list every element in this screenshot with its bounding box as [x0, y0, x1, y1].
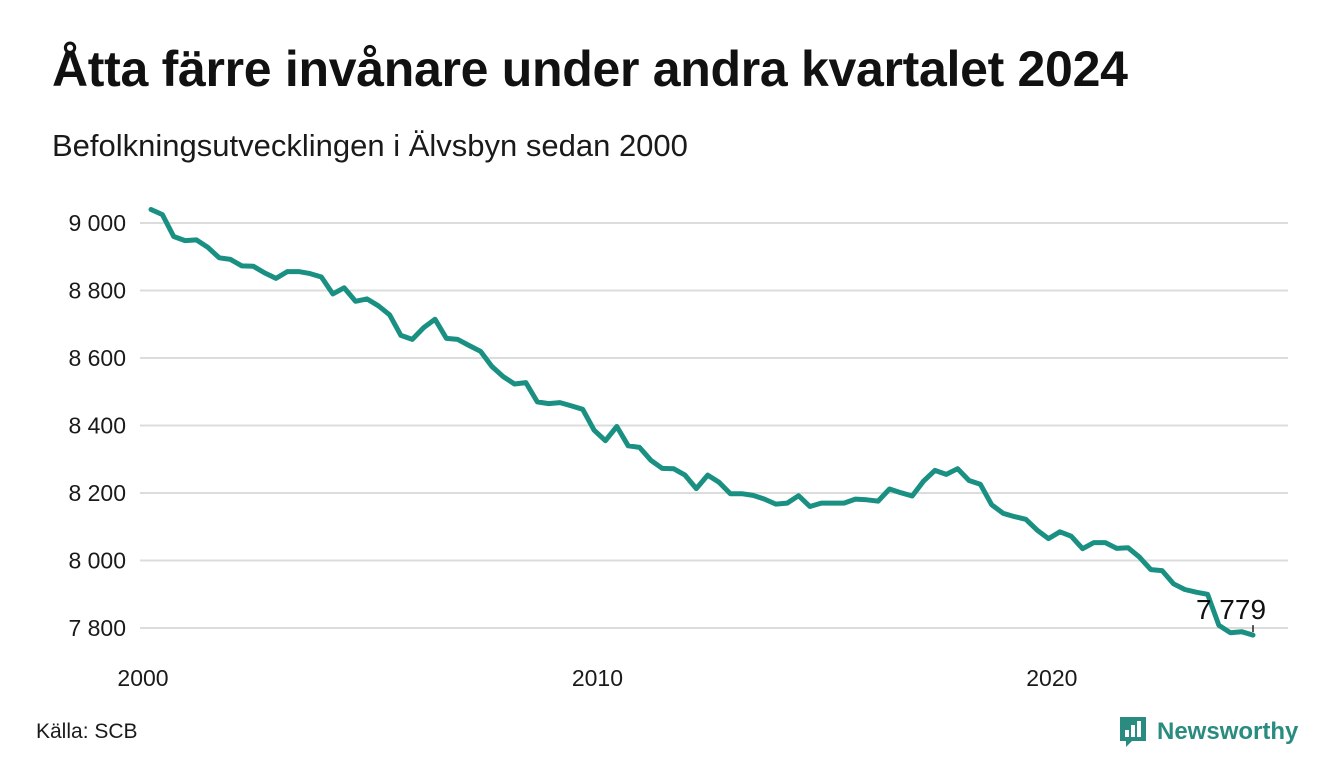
y-tick-label: 9 000: [68, 210, 126, 236]
y-tick-label: 7 800: [68, 615, 126, 641]
newsworthy-logo-icon: [1120, 717, 1146, 747]
end-value-label: 7 779: [1196, 594, 1266, 625]
newsworthy-brand-text: Newsworthy: [1157, 718, 1299, 745]
population-series-line: [148, 207, 1256, 638]
source-note: Källa: SCB: [36, 720, 138, 743]
y-tick-label: 8 200: [68, 480, 126, 506]
y-tick-label: 8 600: [68, 345, 126, 371]
newsworthy-logo: Newsworthy: [1118, 714, 1298, 750]
y-tick-label: 8 000: [68, 548, 126, 574]
y-axis-tick-labels: 7 800 8 000 8 200 8 400 8 600 8 800 9 000: [68, 210, 126, 641]
x-tick-label: 2000: [117, 665, 168, 691]
y-tick-label: 8 400: [68, 413, 126, 439]
gridlines: [140, 222, 1288, 629]
chart-subtitle: Befolkningsutvecklingen i Älvsbyn sedan …: [52, 128, 688, 163]
x-tick-label: 2010: [572, 665, 623, 691]
chart-title: Åtta färre invånare under andra kvartale…: [52, 41, 1128, 97]
y-tick-label: 8 800: [68, 278, 126, 304]
x-axis-tick-labels: 2000 2010 2020: [117, 665, 1077, 691]
x-tick-label: 2020: [1026, 665, 1077, 691]
